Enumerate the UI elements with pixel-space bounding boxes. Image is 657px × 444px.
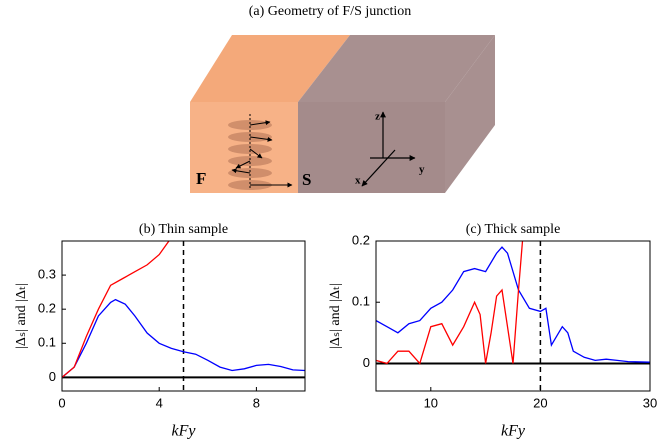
y-axis-label: |Δₛ| and |Δₜ| <box>328 283 343 349</box>
junction-box: F S z y x <box>190 35 495 193</box>
y-axis-label: |Δₛ| and |Δₜ| <box>14 283 29 349</box>
s-side <box>445 35 495 193</box>
x-axis-label: kFy <box>172 423 197 440</box>
x-tick-label: 0 <box>58 395 65 410</box>
y-tick-label: 0.1 <box>352 294 370 309</box>
f-top <box>190 35 350 102</box>
x-tick-label: 20 <box>533 395 547 410</box>
y-tick-label: 0 <box>49 369 56 384</box>
data-line <box>62 241 170 378</box>
y-tick-label: 0.2 <box>352 232 370 247</box>
y-label: y <box>419 164 425 176</box>
f-label: F <box>196 169 206 188</box>
chart-title: (c) Thick sample <box>466 222 561 237</box>
y-tick-label: 0.2 <box>38 301 56 316</box>
x-tick-label: 10 <box>424 395 438 410</box>
data-line <box>376 241 524 365</box>
y-tick-label: 0.1 <box>38 335 56 350</box>
plot-area <box>62 241 305 391</box>
x-label: x <box>355 175 361 187</box>
x-axis-label: kFy <box>501 423 526 440</box>
data-line <box>62 298 305 378</box>
s-top <box>298 35 495 102</box>
diagram-title: (a) Geometry of F/S junction <box>249 4 412 19</box>
s-label: S <box>302 170 311 189</box>
plot-frame <box>375 240 651 392</box>
spin-arrows <box>231 112 293 188</box>
axes-triad <box>361 111 416 187</box>
x-tick-label: 8 <box>253 395 260 410</box>
s-front <box>298 102 445 193</box>
chart-title: (b) Thin sample <box>139 222 228 237</box>
y-tick-label: 0.3 <box>38 267 56 282</box>
x-tick-label: 4 <box>156 395 163 410</box>
z-label: z <box>375 111 380 123</box>
plot-frame <box>61 240 306 392</box>
y-tick-label: 0 <box>363 355 370 370</box>
plot-area <box>376 241 650 391</box>
x-tick-label: 30 <box>643 395 657 410</box>
data-line <box>376 246 650 363</box>
